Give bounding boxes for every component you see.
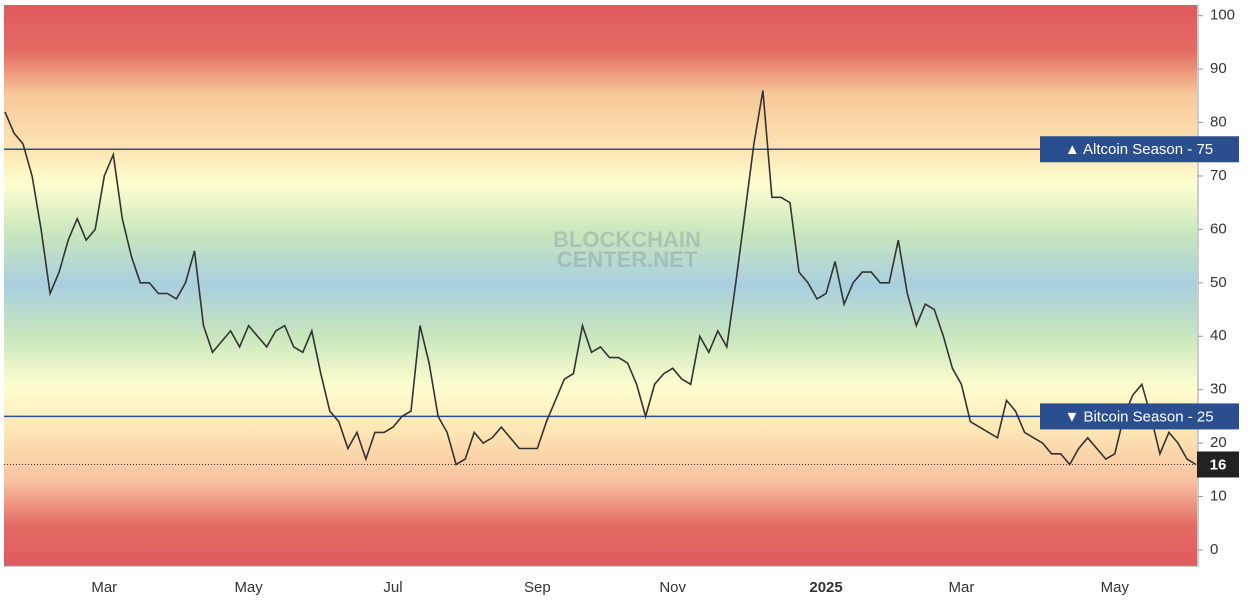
x-tick-label: May [234,579,263,596]
x-tick-label: Sep [524,579,551,596]
watermark: CENTER.NET [557,247,698,272]
background-band [4,5,1197,566]
x-tick-label: May [1101,579,1130,596]
reference-label: ▲ Altcoin Season - 75 [1065,141,1213,158]
x-tick-label: Jul [383,579,402,596]
x-tick-label: Nov [659,579,686,596]
x-tick-label: Mar [948,579,974,596]
watermark: BLOCKCHAIN [553,227,701,252]
last-value-box [1197,451,1239,478]
y-tick-label: 70 [1210,167,1227,184]
y-tick-label: 20 [1210,434,1227,451]
y-tick-label: 60 [1210,220,1227,237]
y-tick-label: 40 [1210,327,1227,344]
reference-label-box [1040,403,1239,430]
x-tick-label: Mar [91,579,117,596]
y-tick-label: 50 [1210,274,1227,291]
last-value-label: 16 [1210,456,1227,473]
y-tick-label: 100 [1210,7,1235,24]
reference-label: ▼ Bitcoin Season - 25 [1064,408,1213,425]
y-tick-label: 80 [1210,114,1227,131]
reference-label-box [1040,136,1239,163]
x-tick-label: 2025 [809,579,842,596]
series-line [4,90,1197,466]
y-tick-label: 10 [1210,488,1227,505]
y-tick-label: 90 [1210,60,1227,77]
y-tick-label: 0 [1210,541,1218,558]
y-tick-label: 30 [1210,381,1227,398]
